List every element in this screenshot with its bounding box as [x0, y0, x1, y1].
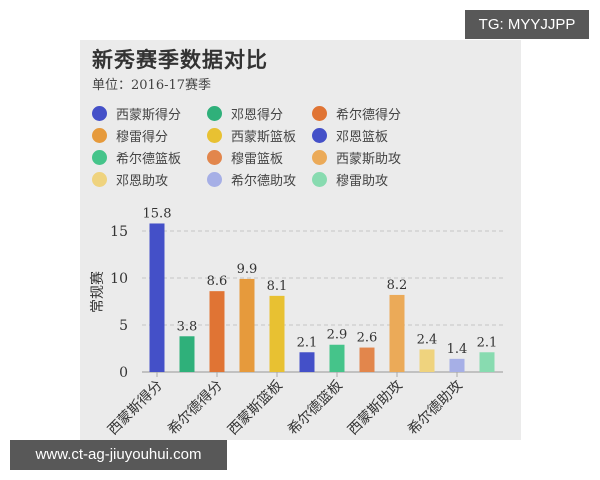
- bar-value-label: 8.2: [387, 278, 408, 293]
- x-tick-label: 西蒙斯篮板: [225, 378, 286, 439]
- legend-dot-icon: [312, 150, 327, 165]
- legend-dot-icon: [207, 150, 222, 165]
- legend-item: 希尔德得分: [312, 104, 401, 123]
- legend-dot-icon: [207, 106, 222, 121]
- bar: [479, 352, 495, 372]
- x-tick-label: 希尔德得分: [164, 377, 226, 439]
- bar-value-label: 2.9: [327, 328, 348, 343]
- y-axis-label: 常规赛: [90, 271, 106, 313]
- x-tick-label: 希尔德助攻: [405, 378, 466, 439]
- bar-value-label: 9.9: [237, 262, 258, 277]
- bar: [419, 349, 435, 372]
- legend-dot-icon: [207, 128, 222, 143]
- legend-item: 西蒙斯篮板: [207, 126, 296, 145]
- legend-item: 邓恩得分: [207, 104, 283, 123]
- bar-value-label: 8.6: [207, 274, 228, 289]
- bar: [389, 294, 405, 372]
- legend-label: 邓恩得分: [231, 108, 284, 123]
- legend-label: 穆雷篮板: [231, 152, 284, 167]
- bar: [299, 352, 315, 372]
- bar: [239, 278, 255, 372]
- bar-value-label: 2.4: [417, 332, 438, 347]
- bar-value-label: 1.4: [447, 342, 468, 357]
- y-tick-label: 5: [119, 318, 128, 334]
- legend-item: 穆雷得分: [92, 126, 168, 145]
- bar-value-label: 2.1: [477, 335, 498, 350]
- x-tick-label: 希尔德篮板: [285, 378, 346, 439]
- legend-label: 希尔德篮板: [116, 152, 182, 167]
- legend-item: 希尔德篮板: [92, 148, 181, 167]
- legend-label: 邓恩篮板: [336, 130, 389, 145]
- legend-label: 希尔德助攻: [231, 174, 297, 189]
- legend-dot-icon: [92, 172, 107, 187]
- legend-item: 希尔德助攻: [207, 170, 296, 189]
- legend-label: 穆雷助攻: [336, 174, 389, 189]
- bar: [359, 347, 375, 372]
- legend-dot-icon: [312, 106, 327, 121]
- legend-item: 西蒙斯助攻: [312, 148, 401, 167]
- bar: [209, 291, 225, 372]
- bar-value-label: 2.1: [297, 335, 318, 350]
- legend-dot-icon: [92, 150, 107, 165]
- legend-dot-icon: [92, 128, 107, 143]
- bar-value-label: 15.8: [143, 206, 172, 221]
- bar-value-label: 2.6: [357, 331, 378, 346]
- bar-value-label: 8.1: [267, 279, 288, 294]
- y-tick-label: 10: [110, 271, 128, 287]
- legend-label: 希尔德得分: [336, 108, 402, 123]
- chart-subtitle: 单位：2016-17赛季: [92, 78, 212, 93]
- bar: [179, 336, 195, 372]
- bar: [269, 295, 285, 372]
- legend-item: 穆雷助攻: [312, 170, 388, 189]
- watermark-url: www.ct-ag-jiuyouhui.com: [10, 440, 227, 470]
- legend-dot-icon: [92, 106, 107, 121]
- legend-item: 邓恩篮板: [312, 126, 388, 145]
- legend-item: 穆雷篮板: [207, 148, 283, 167]
- legend-label: 西蒙斯得分: [116, 108, 182, 123]
- x-tick-label: 西蒙斯助攻: [345, 378, 406, 439]
- watermark-tg: TG: MYYJJPP: [465, 10, 589, 39]
- y-tick-label: 15: [110, 224, 128, 240]
- legend-item: 邓恩助攻: [92, 170, 168, 189]
- y-tick-label: 0: [119, 365, 128, 381]
- legend-label: 穆雷得分: [116, 130, 169, 145]
- x-tick-label: 西蒙斯得分: [104, 377, 166, 439]
- legend-dot-icon: [207, 172, 222, 187]
- chart-title: 新秀赛季数据对比: [92, 48, 268, 72]
- bar: [449, 358, 465, 372]
- bar: [329, 344, 345, 372]
- legend-dot-icon: [312, 172, 327, 187]
- legend-label: 西蒙斯篮板: [231, 130, 297, 145]
- legend-label: 邓恩助攻: [116, 174, 169, 189]
- legend-dot-icon: [312, 128, 327, 143]
- bar: [149, 223, 165, 372]
- bar-value-label: 3.8: [177, 319, 198, 334]
- legend-item: 西蒙斯得分: [92, 104, 181, 123]
- legend-label: 西蒙斯助攻: [336, 152, 402, 167]
